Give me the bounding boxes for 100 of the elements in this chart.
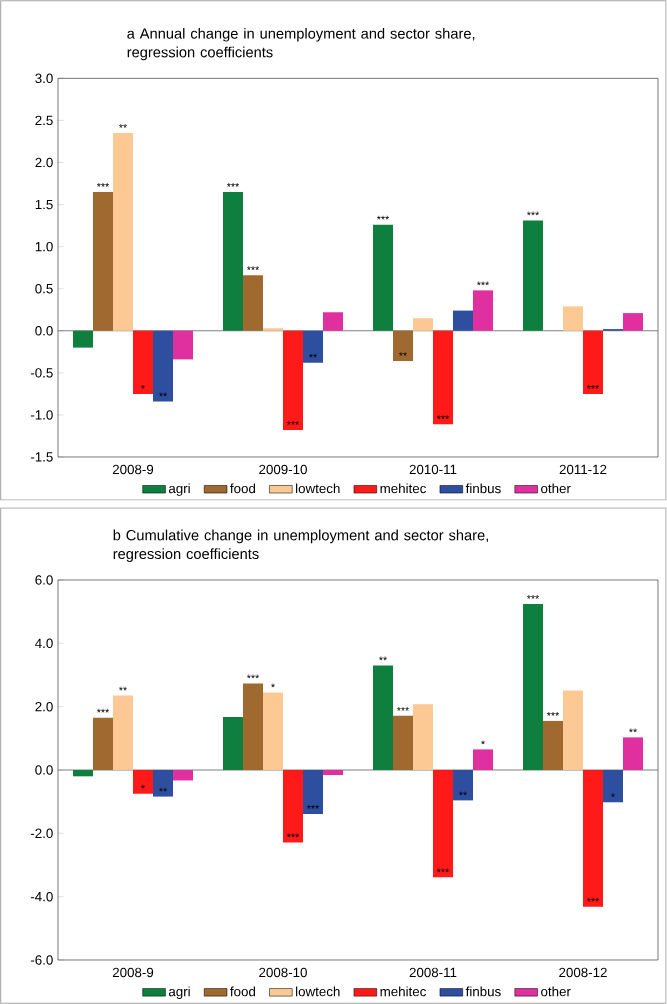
data-label: * xyxy=(481,740,486,745)
data-label: *** xyxy=(587,384,600,389)
data-label: ** xyxy=(309,353,318,358)
bar xyxy=(453,770,474,801)
legend-label: lowtech xyxy=(296,986,340,997)
data-label: ** xyxy=(459,791,468,796)
bar xyxy=(523,220,544,331)
x-tick-label: 2009-10 xyxy=(259,464,308,475)
legend-label: mehitec xyxy=(380,483,427,494)
bar xyxy=(263,692,284,770)
y-tick-label: 0.0 xyxy=(35,326,53,336)
bar xyxy=(113,133,134,331)
data-label: ** xyxy=(629,728,638,733)
data-label: ** xyxy=(119,686,128,691)
data-label: *** xyxy=(247,674,260,679)
chart-title: b Cumulative change in unemployment and sector share, regression coefficients xyxy=(113,529,489,562)
bar xyxy=(323,770,344,776)
data-label: * xyxy=(611,793,616,798)
data-label: *** xyxy=(527,595,540,599)
y-tick-label: -6.0 xyxy=(31,955,53,965)
y-tick-label: -4.0 xyxy=(31,891,53,902)
x-tick-label: 2008-9 xyxy=(113,967,154,978)
y-tick-label: 4.0 xyxy=(35,638,53,649)
bar xyxy=(303,770,324,815)
bar xyxy=(153,770,174,797)
data-label: ** xyxy=(379,656,388,661)
chart-title: a Annual change in unemployment and sector share, regression coefficients xyxy=(127,27,475,61)
bar xyxy=(73,330,94,348)
data-label: * xyxy=(271,683,276,688)
data-label: *** xyxy=(97,708,110,713)
y-tick-label: -2.0 xyxy=(31,828,53,839)
bar xyxy=(73,770,94,777)
legend-label: lowtech xyxy=(296,483,340,494)
legend-label: mehitec xyxy=(380,986,427,997)
bar xyxy=(133,330,154,394)
bar xyxy=(373,665,394,770)
x-tick-label: 2011-12 xyxy=(559,464,607,475)
bar xyxy=(603,770,624,803)
data-label: * xyxy=(141,384,146,389)
y-tick-label: 1.0 xyxy=(35,241,53,252)
bar xyxy=(563,306,584,331)
bar xyxy=(393,330,414,362)
y-tick-label: 2.0 xyxy=(35,157,53,168)
bar xyxy=(93,717,114,770)
data-label: ** xyxy=(119,124,128,128)
legend-label: other xyxy=(541,483,571,494)
y-tick-label: -1.0 xyxy=(31,410,53,420)
data-label: *** xyxy=(287,833,300,838)
data-label: *** xyxy=(437,868,450,873)
data-label: *** xyxy=(547,711,560,716)
data-label: *** xyxy=(477,281,490,286)
data-label: *** xyxy=(527,211,540,216)
data-label: *** xyxy=(287,421,300,425)
bar xyxy=(473,749,494,770)
bar xyxy=(173,330,194,360)
x-tick-label: 2010-11 xyxy=(409,464,457,475)
data-label: * xyxy=(141,784,146,789)
data-label: *** xyxy=(247,266,260,271)
data-label: *** xyxy=(97,182,110,187)
y-tick-label: 0.5 xyxy=(35,283,53,294)
bar xyxy=(523,604,544,770)
data-label: *** xyxy=(307,805,320,809)
y-tick-label: 0.0 xyxy=(35,765,53,775)
bar xyxy=(243,683,264,770)
bar xyxy=(583,770,604,907)
y-tick-label: 2.0 xyxy=(35,701,53,712)
bar xyxy=(543,720,564,770)
data-label: *** xyxy=(227,182,240,187)
legend-label: agri xyxy=(169,986,190,999)
bar xyxy=(453,310,474,331)
bar xyxy=(563,690,584,770)
legend-label: finbus xyxy=(466,483,501,494)
data-label: ** xyxy=(159,392,168,397)
legend-label: food xyxy=(230,986,256,997)
legend-label: other xyxy=(541,986,571,997)
x-tick-label: 2008-12 xyxy=(559,967,607,978)
bar xyxy=(93,191,114,331)
bar xyxy=(473,290,494,331)
y-tick-label: 1.5 xyxy=(35,199,53,210)
bar xyxy=(303,330,324,363)
legend-label: food xyxy=(230,483,256,494)
data-label: *** xyxy=(397,706,410,711)
y-tick-label: 6.0 xyxy=(35,575,53,585)
y-tick-label: -1.5 xyxy=(31,452,53,462)
bar xyxy=(393,715,414,770)
bar xyxy=(323,312,344,331)
bar xyxy=(133,770,154,794)
bar xyxy=(113,695,134,770)
bar xyxy=(433,770,454,878)
data-label: ** xyxy=(159,787,168,792)
bar xyxy=(243,275,264,331)
y-tick-label: 3.0 xyxy=(35,73,53,84)
bar xyxy=(623,313,644,331)
bar xyxy=(413,704,434,770)
bar xyxy=(173,770,194,781)
bar xyxy=(283,770,304,843)
y-tick-label: 2.5 xyxy=(35,115,53,126)
bar xyxy=(413,318,434,331)
bar xyxy=(433,330,454,425)
data-label: *** xyxy=(377,215,390,220)
